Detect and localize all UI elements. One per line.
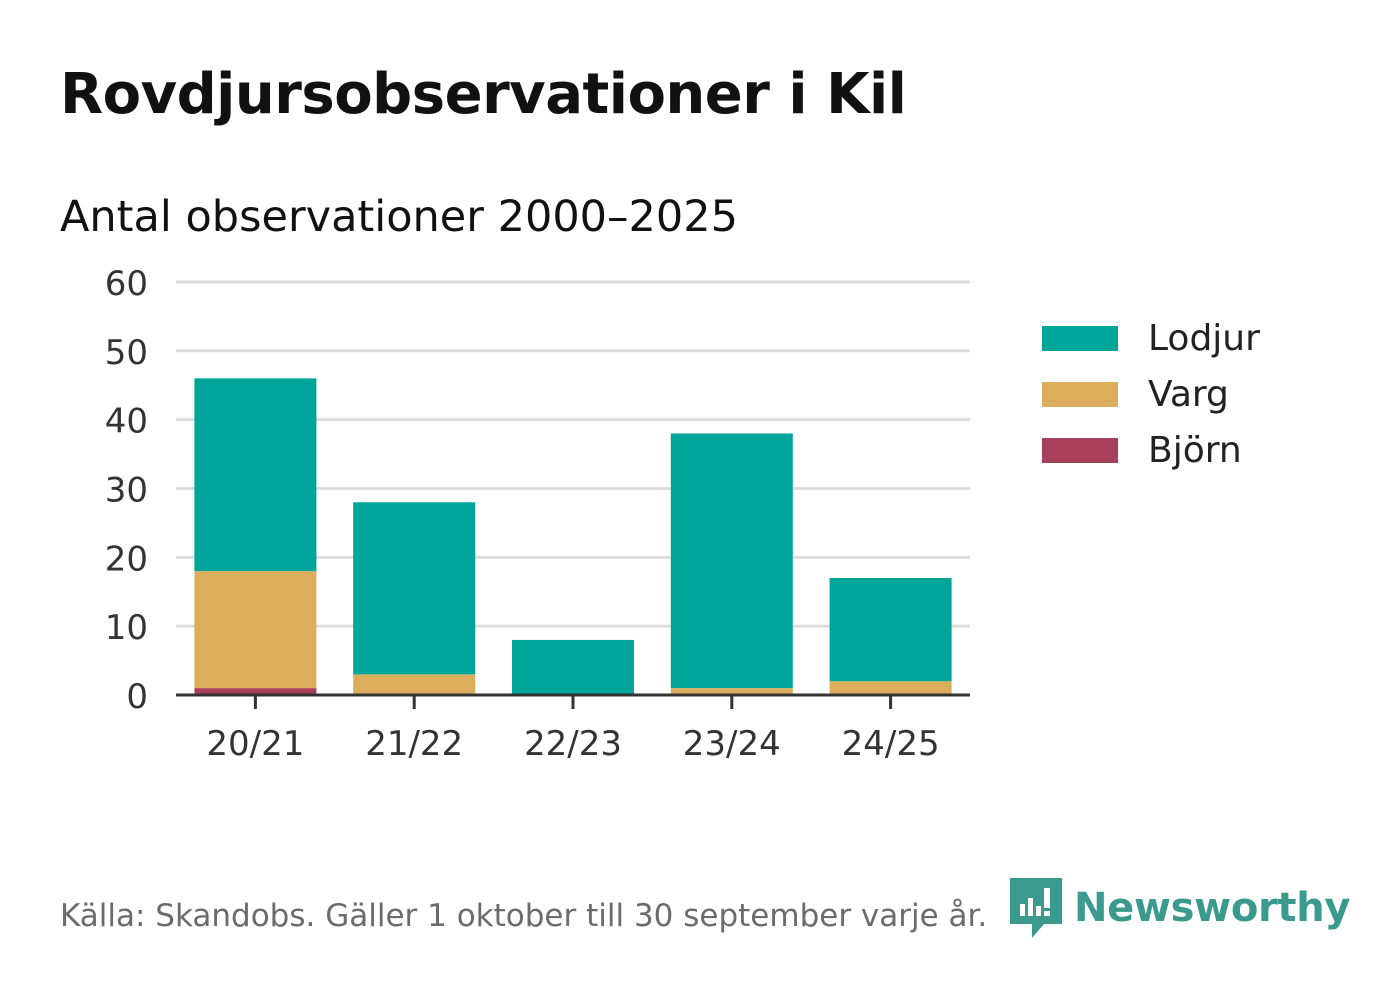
bar-lodjur-22-23 — [512, 639, 634, 695]
legend-swatch-bjorn — [1042, 437, 1118, 463]
legend-swatch-lodjur — [1042, 325, 1118, 351]
legend-swatch-varg — [1042, 381, 1118, 407]
legend-item-varg: Varg — [1042, 373, 1260, 415]
y-tick-label: 60 — [105, 264, 148, 304]
bar-varg-20-21 — [194, 571, 317, 689]
y-tick-label: 50 — [105, 333, 148, 373]
newsworthy-logo-icon — [1010, 878, 1062, 938]
bar-lodjur-20-21 — [194, 378, 317, 572]
legend-item-bjorn: Björn — [1042, 429, 1260, 471]
y-tick-label: 0 — [126, 677, 148, 717]
legend-label-lodjur: Lodjur — [1148, 317, 1260, 359]
bar-varg-23-24 — [670, 688, 793, 695]
source-note: Källa: Skandobs. Gäller 1 oktober till 3… — [60, 898, 988, 934]
legend-item-lodjur: Lodjur — [1042, 317, 1260, 359]
y-tick-label: 10 — [105, 608, 148, 648]
bar-lodjur-24-25 — [829, 577, 952, 682]
bar-varg-24-25 — [829, 681, 952, 695]
x-tick-label: 24/25 — [842, 724, 940, 764]
x-tick-label: 22/23 — [524, 724, 622, 764]
x-tick-label: 21/22 — [365, 724, 463, 764]
chart-title: Rovdjursobservationer i Kil — [60, 62, 907, 127]
y-tick-label: 30 — [105, 471, 148, 511]
brand-name: Newsworthy — [1074, 885, 1351, 931]
bar-varg-21-22 — [353, 674, 476, 695]
bar-bjorn-20-21 — [194, 688, 317, 695]
bar-lodjur-21-22 — [353, 502, 476, 675]
legend-label-varg: Varg — [1148, 373, 1229, 415]
chart-subtitle: Antal observationer 2000–2025 — [60, 192, 738, 242]
brand-logo: Newsworthy — [1010, 878, 1351, 938]
x-tick-label: 20/21 — [206, 724, 304, 764]
y-tick-label: 20 — [105, 539, 148, 579]
y-tick-label: 40 — [105, 402, 148, 442]
legend: Lodjur Varg Björn — [1042, 318, 1260, 486]
legend-label-bjorn: Björn — [1148, 429, 1242, 471]
bar-lodjur-23-24 — [670, 433, 793, 689]
x-tick-label: 23/24 — [683, 724, 781, 764]
